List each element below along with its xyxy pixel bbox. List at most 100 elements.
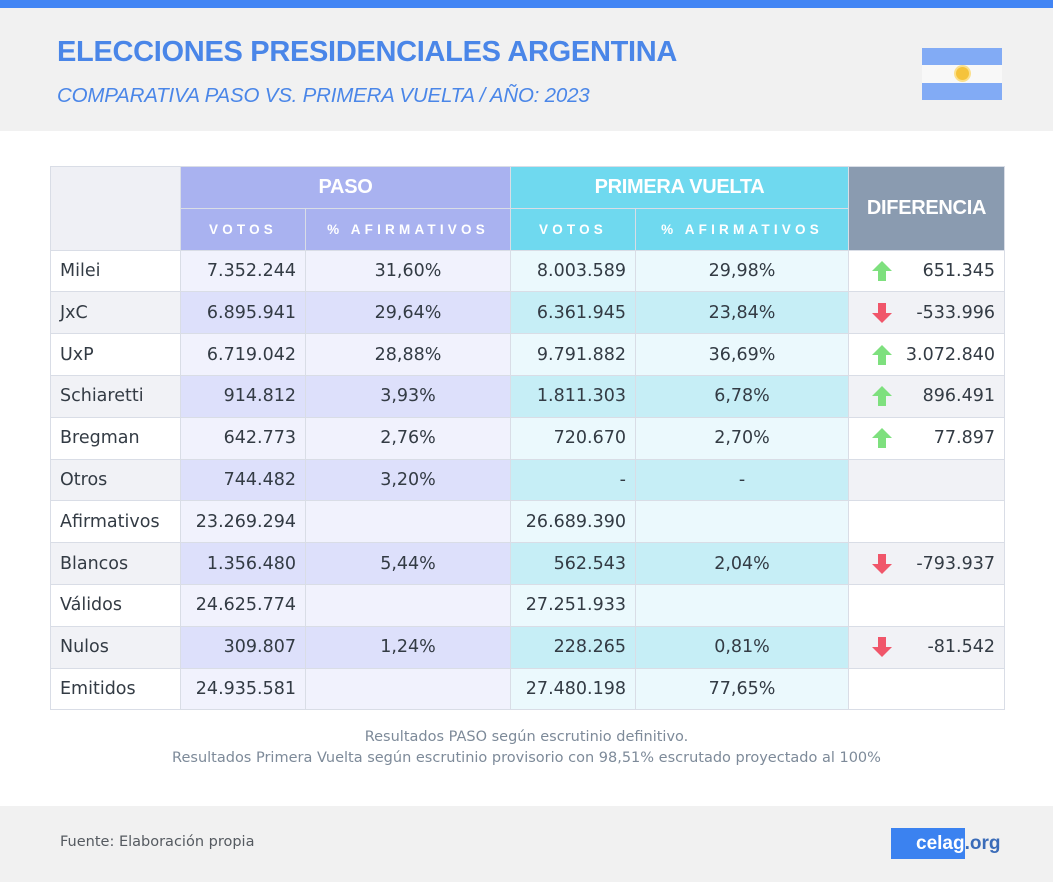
diferencia-cell: -533.996 xyxy=(848,291,1005,335)
paso-pct-cell: 3,93% xyxy=(305,374,511,418)
paso-pct-cell: 28,88% xyxy=(305,333,511,376)
paso-pct-cell xyxy=(305,667,511,711)
logo-ext: .org xyxy=(964,833,1001,854)
pv-pct-cell: 2,70% xyxy=(635,416,849,460)
argentina-flag-icon xyxy=(922,48,1002,100)
pv-pct-cell: - xyxy=(635,458,849,502)
diferencia-cell: 651.345 xyxy=(848,249,1005,293)
table-row: UxP 6.719.042 28,88% 9.791.882 36,69% 3.072.8… xyxy=(50,333,1005,376)
diferencia-cell xyxy=(848,458,1005,502)
row-label: Emitidos xyxy=(50,667,181,711)
pv-pct-cell: 23,84% xyxy=(635,291,849,335)
row-label: UxP xyxy=(50,333,181,376)
pv-pct-cell xyxy=(635,500,849,544)
subheader-pv-votos: VOTOS xyxy=(510,207,636,251)
row-label: JxC xyxy=(50,291,181,335)
pv-pct-cell: 29,98% xyxy=(635,249,849,293)
corner-cell xyxy=(50,166,181,251)
paso-votos-cell: 309.807 xyxy=(180,625,306,669)
pv-votos-cell: 27.251.933 xyxy=(510,583,636,627)
paso-votos-cell: 24.935.581 xyxy=(180,667,306,711)
diferencia-value: 77.897 xyxy=(933,428,995,449)
paso-pct-cell: 29,64% xyxy=(305,291,511,335)
diferencia-cell: -793.937 xyxy=(848,542,1005,585)
group-header-primera-vuelta: PRIMERA VUELTA xyxy=(510,166,849,209)
row-label: Afirmativos xyxy=(50,500,181,544)
row-label: Blancos xyxy=(50,542,181,585)
arrow-up-icon xyxy=(871,344,893,366)
page-subtitle: COMPARATIVA PASO VS. PRIMERA VUELTA / AÑ… xyxy=(57,84,590,107)
paso-votos-cell: 7.352.244 xyxy=(180,249,306,293)
pv-votos-cell: 27.480.198 xyxy=(510,667,636,711)
group-header-paso: PASO xyxy=(180,166,511,209)
celag-logo[interactable]: celag.org xyxy=(891,828,1000,859)
subheader-paso-pct: % AFIRMATIVOS xyxy=(305,207,511,251)
subheader-pv-pct: % AFIRMATIVOS xyxy=(635,207,849,251)
diferencia-cell xyxy=(848,667,1005,711)
arrow-down-icon xyxy=(871,302,893,324)
arrow-up-icon xyxy=(871,385,893,407)
row-label: Válidos xyxy=(50,583,181,627)
table-row: JxC 6.895.941 29,64% 6.361.945 23,84% -533.99… xyxy=(50,291,1005,335)
row-label: Bregman xyxy=(50,416,181,460)
paso-pct-cell: 1,24% xyxy=(305,625,511,669)
paso-votos-cell: 24.625.774 xyxy=(180,583,306,627)
paso-votos-cell: 914.812 xyxy=(180,374,306,418)
table-row: Válidos 24.625.774 27.251.933 xyxy=(50,583,1005,627)
pv-pct-cell: 36,69% xyxy=(635,333,849,376)
top-accent-bar xyxy=(0,0,1053,8)
page-title: ELECCIONES PRESIDENCIALES ARGENTINA xyxy=(57,36,678,68)
pv-votos-cell: 6.361.945 xyxy=(510,291,636,335)
paso-pct-cell: 31,60% xyxy=(305,249,511,293)
pv-pct-cell xyxy=(635,583,849,627)
paso-pct-cell xyxy=(305,583,511,627)
group-header-diferencia: DIFERENCIA xyxy=(848,166,1005,251)
paso-pct-cell xyxy=(305,500,511,544)
pv-pct-cell: 2,04% xyxy=(635,542,849,585)
paso-pct-cell: 5,44% xyxy=(305,542,511,585)
arrow-down-icon xyxy=(871,553,893,575)
table-row: Otros 744.482 3,20% - - xyxy=(50,458,1005,502)
pv-votos-cell: 9.791.882 xyxy=(510,333,636,376)
notes: Resultados PASO según escrutinio definit… xyxy=(0,727,1053,769)
row-label: Otros xyxy=(50,458,181,502)
paso-votos-cell: 1.356.480 xyxy=(180,542,306,585)
source-text: Fuente: Elaboración propia xyxy=(60,834,255,850)
diferencia-value: 651.345 xyxy=(922,260,995,281)
diferencia-cell: -81.542 xyxy=(848,625,1005,669)
flag-stripe-top xyxy=(922,48,1002,65)
pv-votos-cell: 1.811.303 xyxy=(510,374,636,418)
arrow-up-icon xyxy=(871,427,893,449)
results-table: PASO PRIMERA VUELTA DIFERENCIA VOTOS % A… xyxy=(50,166,1005,711)
pv-votos-cell: 720.670 xyxy=(510,416,636,460)
diferencia-cell xyxy=(848,583,1005,627)
table-row: Blancos 1.356.480 5,44% 562.543 2,04% -793.93… xyxy=(50,542,1005,585)
pv-pct-cell: 0,81% xyxy=(635,625,849,669)
note-paso: Resultados PASO según escrutinio definit… xyxy=(364,729,689,745)
row-label: Nulos xyxy=(50,625,181,669)
table-row: Bregman 642.773 2,76% 720.670 2,70% 77.897 xyxy=(50,416,1005,460)
diferencia-value: 896.491 xyxy=(922,386,995,407)
subheader-paso-votos: VOTOS xyxy=(180,207,306,251)
group-header-row: PASO PRIMERA VUELTA DIFERENCIA xyxy=(50,166,1005,251)
row-label: Schiaretti xyxy=(50,374,181,418)
paso-votos-cell: 6.895.941 xyxy=(180,291,306,335)
footer: Fuente: Elaboración propia celag.org xyxy=(0,806,1053,882)
paso-votos-cell: 744.482 xyxy=(180,458,306,502)
logo-main: celag xyxy=(891,828,965,859)
diferencia-value: -81.542 xyxy=(927,637,995,658)
diferencia-cell: 896.491 xyxy=(848,374,1005,418)
diferencia-cell: 77.897 xyxy=(848,416,1005,460)
diferencia-value: 3.072.840 xyxy=(905,344,995,365)
pv-votos-cell: 228.265 xyxy=(510,625,636,669)
paso-votos-cell: 642.773 xyxy=(180,416,306,460)
note-primera-vuelta: Resultados Primera Vuelta según escrutin… xyxy=(172,750,881,766)
arrow-down-icon xyxy=(871,636,893,658)
diferencia-value: -793.937 xyxy=(916,553,995,574)
paso-pct-cell: 2,76% xyxy=(305,416,511,460)
pv-votos-cell: 26.689.390 xyxy=(510,500,636,544)
pv-votos-cell: 8.003.589 xyxy=(510,249,636,293)
diferencia-cell: 3.072.840 xyxy=(848,333,1005,376)
paso-pct-cell: 3,20% xyxy=(305,458,511,502)
table-row: Nulos 309.807 1,24% 228.265 0,81% -81.542 xyxy=(50,625,1005,669)
